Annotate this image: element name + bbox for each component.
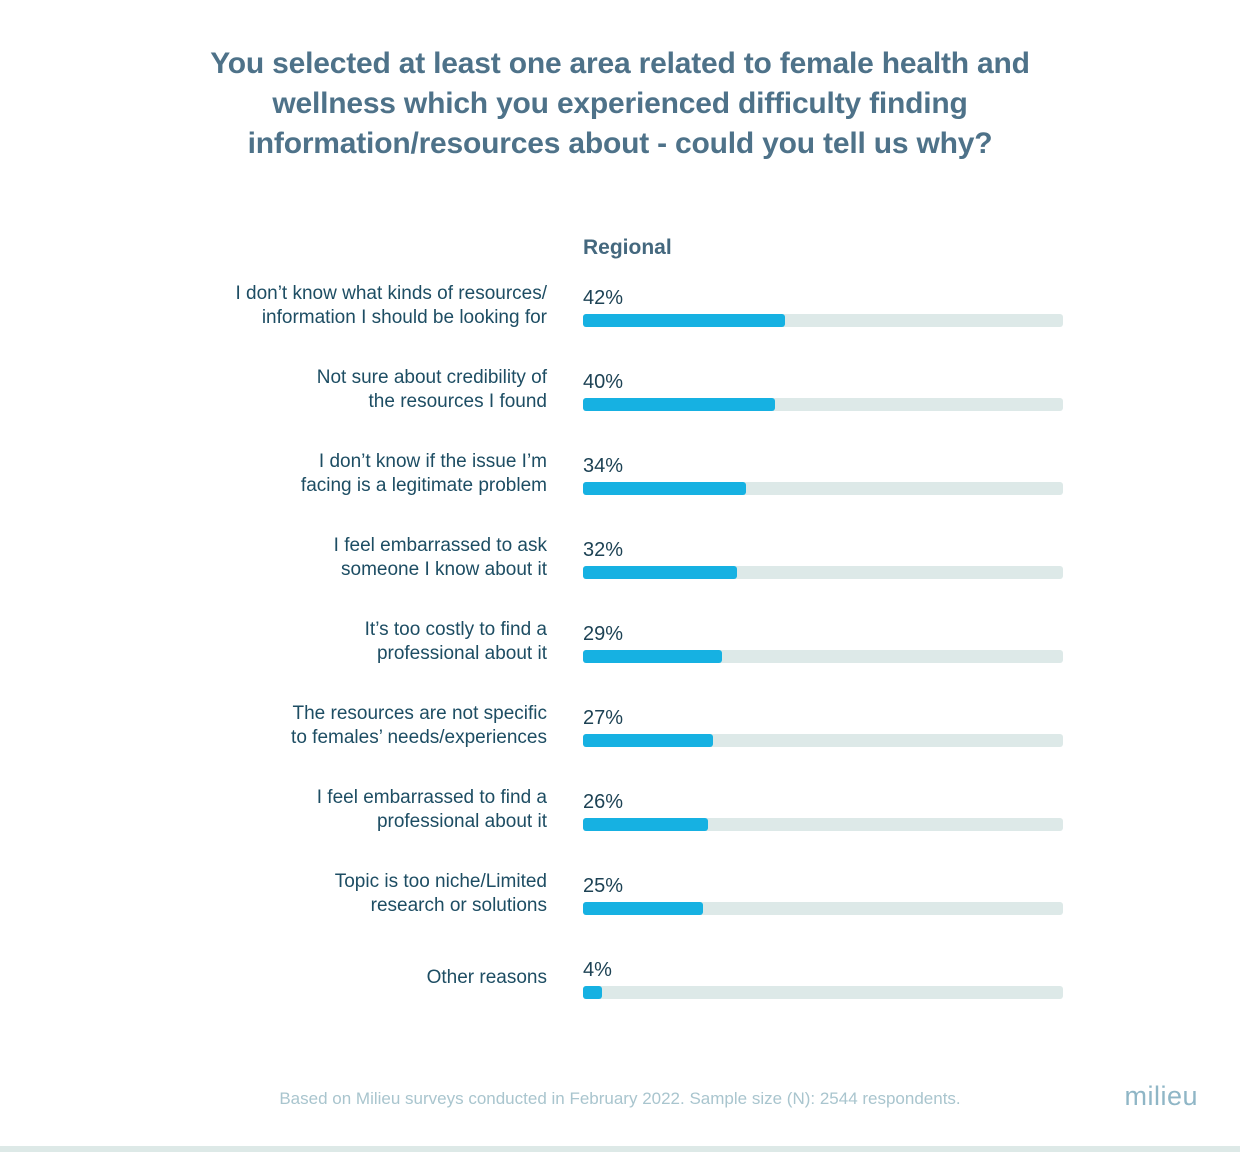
chart-row: I don’t know what kinds of resources/ in… [170,264,1240,348]
chart-row: Other reasons 4% [170,936,1240,1020]
chart-title: You selected at least one area related t… [210,47,1030,160]
category-label: The resources are not specific to female… [291,703,547,748]
category-label: It’s too costly to find a professional a… [364,619,547,664]
value-label: 4% [583,958,612,981]
series-header-regional: Regional [583,236,672,259]
bar-track [583,733,1063,747]
chart-row: I don’t know if the issue I’m facing is … [170,432,1240,516]
bar-fill [583,817,708,831]
bar-cell: 40% [583,370,1063,411]
bar-fill [583,733,713,747]
bar-fill [583,397,775,411]
chart-row: Not sure about credibility of the resour… [170,348,1240,432]
bar-fill [583,481,747,495]
category-label: I feel embarrassed to find a professiona… [316,787,547,832]
value-label: 27% [583,706,624,729]
bottom-border-strip [0,1146,1240,1152]
source-note: Based on Milieu surveys conducted in Feb… [279,1089,961,1108]
bar-cell: 42% [583,286,1063,327]
chart-row: The resources are not specific to female… [170,684,1240,768]
category-label: I don’t know if the issue I’m facing is … [300,451,547,496]
bar-cell: 4% [583,958,1063,999]
category-label: Other reasons [426,967,547,988]
bar-fill [583,565,737,579]
value-label: 26% [583,790,624,813]
bar-cell: 26% [583,790,1063,831]
bar-fill [583,649,723,663]
bar-track [583,397,1063,411]
category-label: Topic is too niche/Limited research or s… [334,871,547,916]
milieu-logo: milieu [1124,1081,1198,1111]
chart-row: Topic is too niche/Limited research or s… [170,852,1240,936]
bar-track [583,565,1063,579]
chart-row: It’s too costly to find a professional a… [170,600,1240,684]
bar-track [583,481,1063,495]
category-label: Not sure about credibility of the resour… [316,367,547,412]
value-label: 40% [583,370,624,393]
bar-track [583,313,1063,327]
bar-track [583,985,1063,999]
bar-cell: 25% [583,874,1063,915]
category-label: I don’t know what kinds of resources/ in… [235,283,547,328]
category-label: I feel embarrassed to ask someone I know… [333,535,547,580]
value-label: 29% [583,622,624,645]
bar-fill [583,901,703,915]
bar-chart: Regional I don’t know what kinds of reso… [170,236,1240,1020]
bar-cell: 34% [583,454,1063,495]
value-label: 42% [583,286,624,309]
footer: Based on Milieu surveys conducted in Feb… [0,1081,1240,1111]
value-label: 25% [583,874,624,897]
chart-row: I feel embarrassed to ask someone I know… [170,516,1240,600]
bar-cell: 29% [583,622,1063,663]
bar-cell: 27% [583,706,1063,747]
bar-cell: 32% [583,538,1063,579]
value-label: 32% [583,538,624,561]
chart-rows: I don’t know what kinds of resources/ in… [170,264,1240,1020]
bar-fill [583,985,603,999]
bar-fill [583,313,785,327]
value-label: 34% [583,454,624,477]
bar-track [583,649,1063,663]
bar-track [583,901,1063,915]
bar-track [583,817,1063,831]
chart-row: I feel embarrassed to find a professiona… [170,768,1240,852]
